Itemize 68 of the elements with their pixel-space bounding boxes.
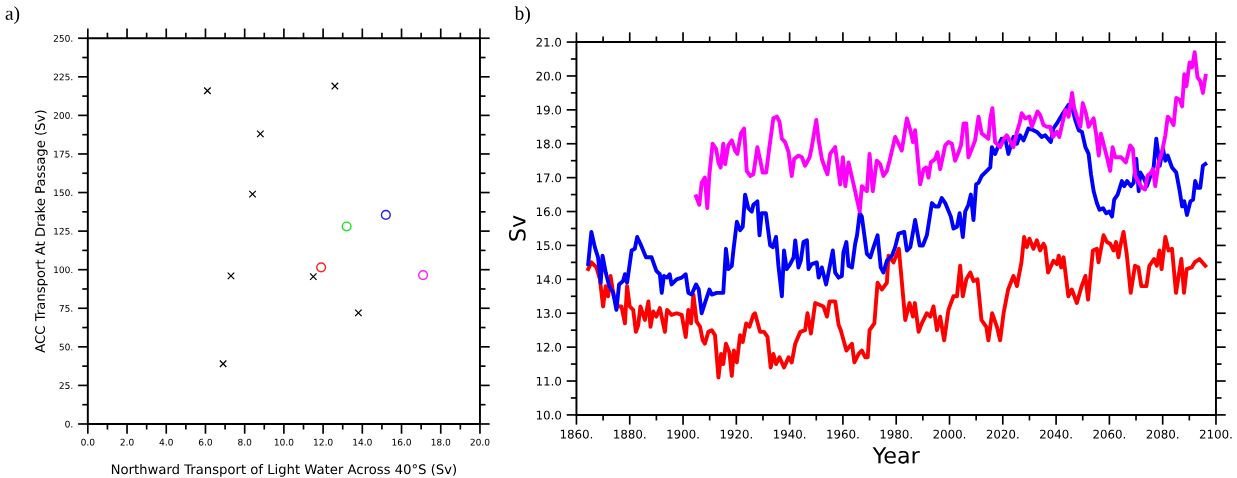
x-tick-label: 8.0 [238,438,252,446]
x-tick-label: 20.0 [470,438,490,446]
y-tick-label: 25. [59,382,73,389]
point [256,130,265,138]
x-tick-label: 2060. [1093,429,1126,439]
x-tick-label: 1960. [827,429,859,439]
x-tick-label: 10.0 [274,438,294,446]
x-tick-label: 1980. [880,429,912,439]
y-tick-label: 19.0 [536,105,562,115]
point [227,271,235,280]
y-tick-label: 100. [54,266,73,274]
y-tick-label: 50. [59,343,73,351]
y-axis-title: ACC Transport At Drake Passage (Sv) [34,110,48,353]
x-tick-label: 1920. [720,429,752,439]
x-tick-label: 1880. [614,429,646,439]
chart-title: b) [514,6,530,24]
y-tick-label: 0. [65,420,73,428]
line-series [586,229,1208,380]
y-tick-label: 175. [54,150,73,158]
y-tick-label: 250. [53,34,73,42]
point [341,221,352,232]
y-tick-label: 16.0 [536,207,562,217]
y-tick-label: 13.0 [536,308,562,318]
line-series [694,50,1208,214]
point [219,359,227,368]
x-tick-label: 16.0 [392,438,411,446]
y-tick-label: 20.0 [536,71,562,81]
y-tick-label: 75. [59,305,73,312]
y-tick-label: 15.0 [536,241,562,251]
x-tick-label: 6.0 [198,438,213,446]
point [418,270,429,281]
x-axis-title: Year [872,447,920,464]
y-tick-label: 225. [53,73,73,81]
point [309,272,318,281]
y-tick-label: 11.0 [536,376,562,386]
point [380,209,391,220]
x-tick-label: 2.0 [120,438,134,446]
chart-title: a) [5,6,20,24]
x-tick-label: 2100. [1199,429,1232,439]
point [248,190,257,198]
x-tick-label: 4.0 [159,438,173,446]
point [354,309,363,317]
y-tick-label: 17.0 [536,173,562,183]
y-tick-label: 21.0 [536,37,562,47]
x-tick-label: 1900. [667,429,699,439]
y-tick-label: 125. [54,227,73,235]
x-tick-label: 14.0 [353,438,372,446]
x-tick-label: 2020. [986,429,1019,439]
y-axis-title: Sv [508,215,526,241]
line-series [586,102,1208,316]
y-tick-label: 10.0 [536,410,562,420]
y-tick-label: 14.0 [536,275,562,284]
x-tick-label: 1860. [560,429,593,439]
point [203,86,212,95]
point [330,82,339,90]
x-tick-label: 2040. [1040,429,1072,439]
x-tick-label: 1940. [774,429,806,439]
y-tick-label: 18.0 [536,139,562,149]
y-tick-label: 200. [53,112,73,119]
y-tick-label: 150. [54,189,73,197]
x-tick-label: 2000. [933,429,966,439]
y-tick-label: 12.0 [536,342,562,352]
x-tick-label: 2080. [1146,429,1179,439]
x-tick-label: 18.0 [431,438,451,446]
x-tick-label: 12.0 [314,438,333,446]
point [316,262,327,273]
x-tick-label: 0.0 [81,438,95,446]
x-axis-title: Northward Transport of Light Water Across 40°S (Sv) [111,463,457,477]
